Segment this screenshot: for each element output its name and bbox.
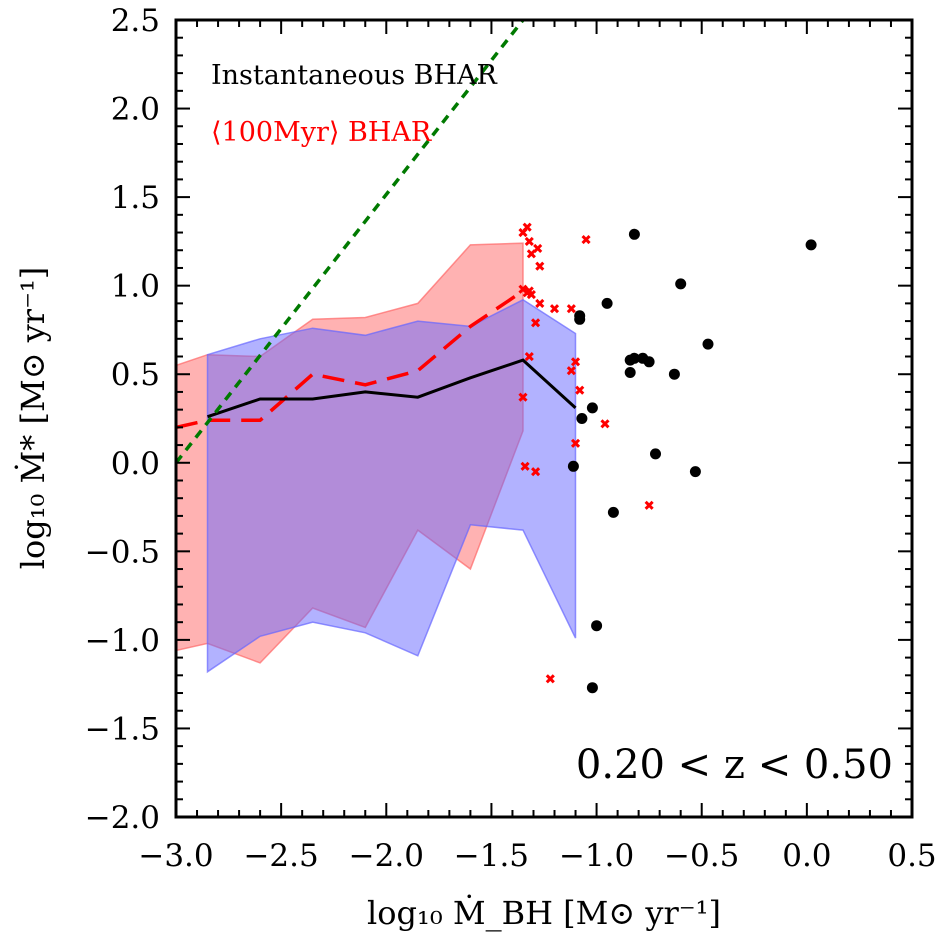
y-tick-label: 0.5: [111, 357, 160, 393]
point-instantaneous-2: [567, 460, 579, 472]
point-100myr-23: [600, 419, 610, 429]
point-100myr-20: [575, 385, 585, 395]
point-100myr-25: [545, 674, 555, 684]
point-instantaneous-15: [650, 448, 661, 460]
x-axis-label: log₁₀ Ṁ_BH [M⊙ yr⁻¹]: [367, 894, 721, 932]
x-tick-label: −3.0: [138, 838, 213, 874]
point-100myr-14: [524, 351, 534, 362]
point-100myr-6: [533, 243, 543, 254]
x-tick-label: 0.0: [782, 838, 831, 874]
plot-area: [176, 20, 817, 694]
y-axis-label: log₁₀ Ṁ* [M⊙ yr⁻¹]: [14, 267, 52, 570]
point-100myr-17: [566, 304, 576, 314]
x-tick-label: −2.5: [243, 838, 318, 874]
point-instantaneous-16: [668, 368, 680, 380]
point-100myr-16: [549, 304, 560, 314]
legend-entry-100myr: ⟨100Myr⟩ BHAR: [211, 117, 432, 148]
point-100myr-13: [531, 318, 541, 328]
point-instantaneous-19: [702, 338, 714, 350]
point-100myr-12: [535, 298, 545, 308]
line-2: [176, 20, 525, 464]
y-tick-label: −1.0: [85, 623, 160, 659]
point-100myr-0: [518, 392, 528, 402]
y-tick-label: 0.0: [111, 446, 160, 482]
point-100myr-24: [644, 500, 654, 510]
point-100myr-11: [526, 289, 536, 300]
tick-marks: [175, 19, 913, 818]
point-100myr-4: [524, 236, 534, 246]
point-instantaneous-7: [601, 297, 613, 309]
line-0: [176, 289, 524, 430]
point-100myr-22: [581, 235, 591, 245]
line-1: [207, 358, 577, 419]
point-instantaneous-1: [574, 313, 586, 325]
y-tick-label: 1.0: [111, 269, 160, 305]
y-tick-label: −0.5: [85, 534, 160, 570]
y-tick-label: 2.5: [111, 3, 160, 39]
x-tick-label: −2.0: [349, 838, 424, 874]
y-tick-label: 2.0: [111, 92, 160, 128]
point-instantaneous-20: [805, 239, 817, 251]
point-instantaneous-12: [624, 367, 636, 378]
point-instantaneous-17: [675, 278, 687, 290]
point-100myr-21: [570, 438, 581, 448]
x-tick-label: −0.5: [664, 838, 739, 874]
tick-labels: −3.0 −2.5 −2.0 −1.5 −1.0 −0.5 0.0 0.5 −2.0 −1.5 −1…: [85, 3, 937, 874]
legend-entry-instantaneous: Instantaneous BHAR: [211, 60, 498, 91]
point-instantaneous-8: [607, 506, 619, 518]
point-instantaneous-6: [586, 682, 598, 694]
point-instantaneous-11: [628, 352, 640, 364]
plot-frame: [174, 18, 914, 819]
point-100myr-18: [570, 357, 581, 367]
point-100myr-3: [522, 222, 532, 232]
y-tick-label: −1.5: [85, 711, 160, 747]
y-tick-label: −2.0: [85, 800, 160, 836]
point-instantaneous-18: [689, 466, 701, 478]
x-tick-label: −1.0: [559, 838, 634, 874]
band-1: [206, 298, 577, 674]
legend: Instantaneous BHAR ⟨100Myr⟩ BHAR: [211, 60, 498, 148]
point-instantaneous-3: [576, 413, 588, 424]
point-instantaneous-14: [643, 356, 655, 368]
point-instantaneous-9: [628, 228, 640, 240]
point-100myr-15: [531, 467, 541, 477]
point-instantaneous-4: [586, 402, 598, 414]
x-tick-label: 0.5: [887, 838, 936, 874]
point-100myr-19: [566, 366, 576, 376]
x-tick-label: −1.5: [454, 838, 529, 874]
point-100myr-1: [520, 461, 530, 471]
point-100myr-7: [535, 261, 545, 271]
y-tick-label: 1.5: [111, 180, 160, 216]
point-100myr-9: [518, 284, 528, 294]
redshift-annotation: 0.20 < z < 0.50: [576, 742, 893, 788]
point-instantaneous-5: [591, 620, 603, 632]
